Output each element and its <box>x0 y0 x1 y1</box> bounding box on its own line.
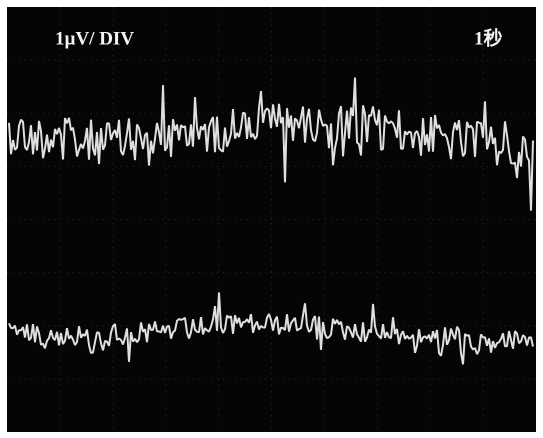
scale-label: 1µV/ DIV <box>55 28 134 49</box>
time-label: 1秒 <box>474 26 503 49</box>
signal-trace <box>8 77 534 211</box>
signal-trace <box>8 292 534 365</box>
traces <box>8 77 534 365</box>
